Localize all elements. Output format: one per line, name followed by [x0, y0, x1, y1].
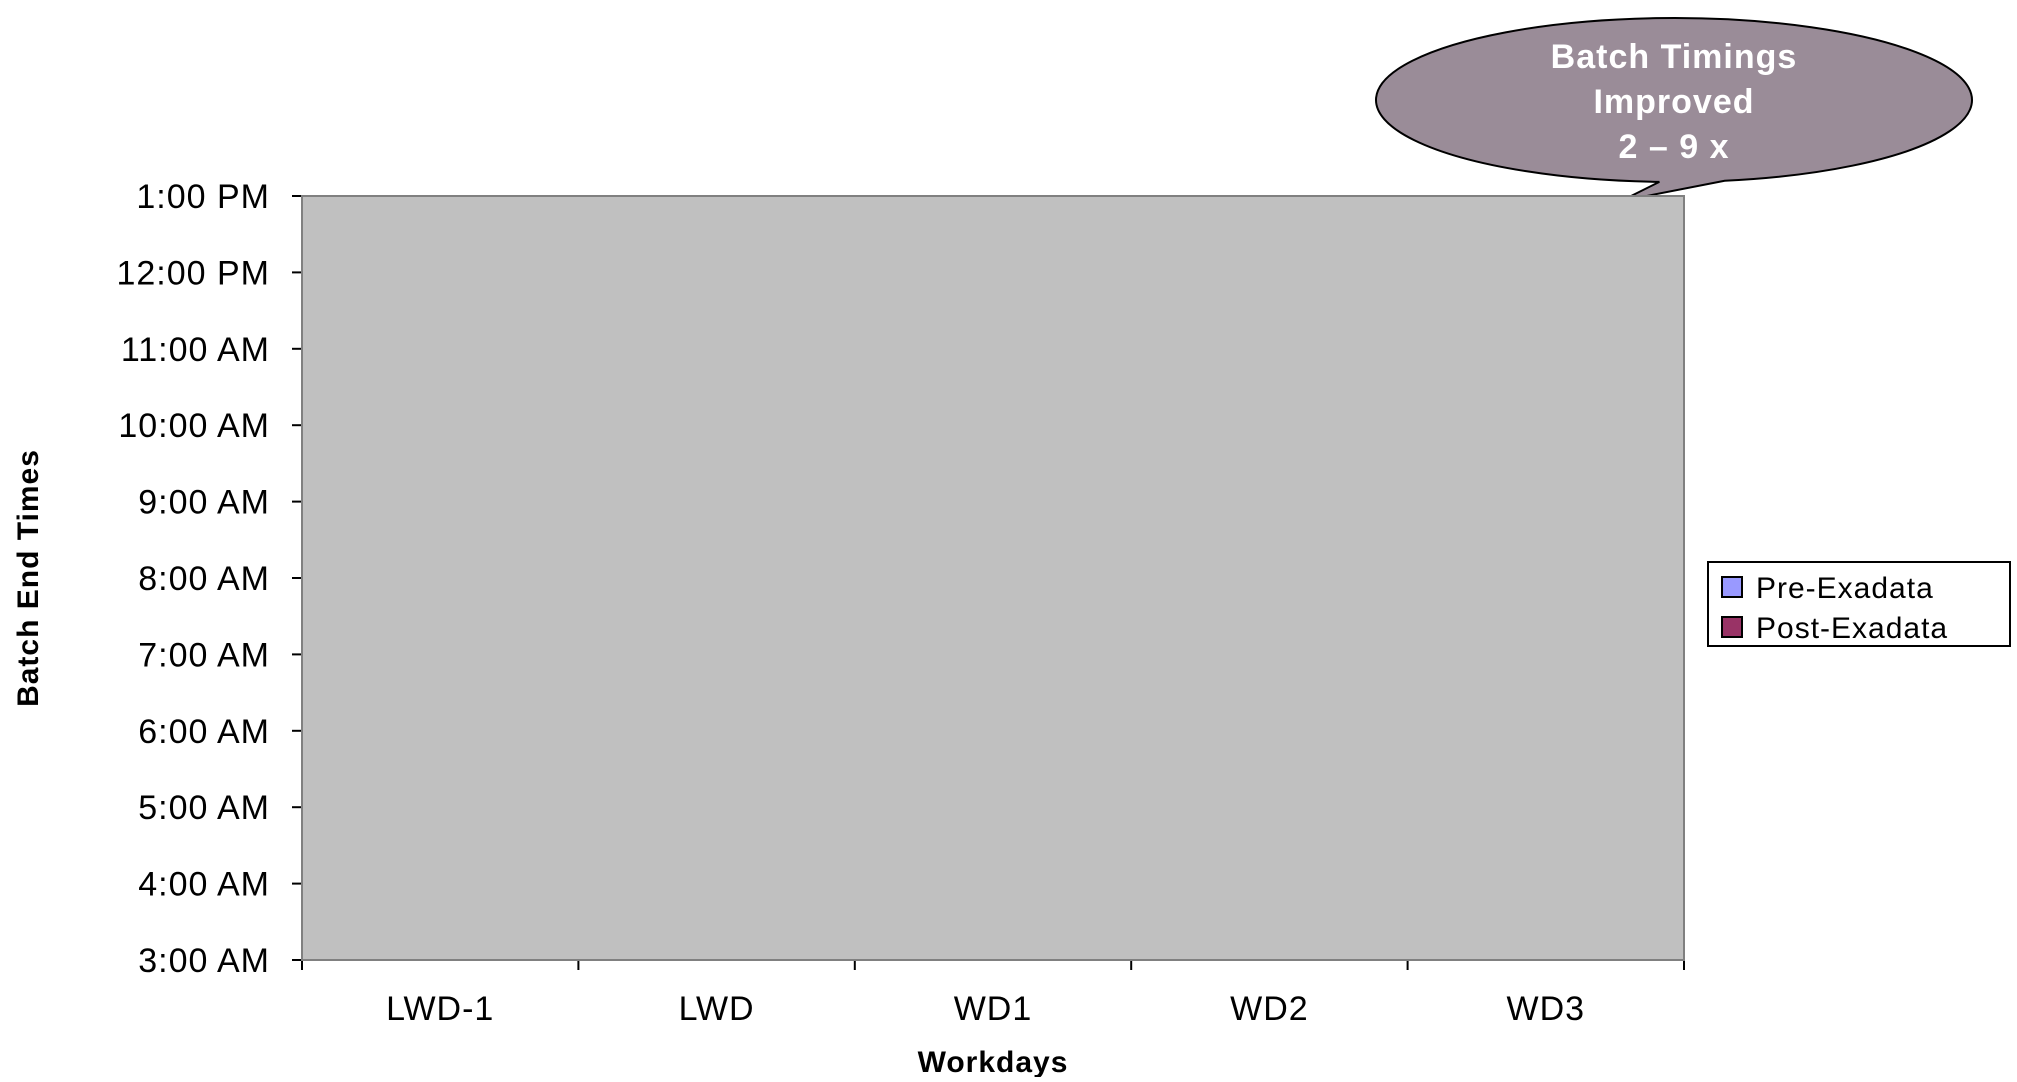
- x-tick-label: WD1: [954, 990, 1033, 1028]
- y-tick-label: 9:00 AM: [138, 484, 270, 522]
- x-tick-label: WD3: [1507, 990, 1586, 1028]
- y-tick-label: 7:00 AM: [138, 636, 270, 674]
- y-tick-label: 12:00 PM: [116, 254, 270, 292]
- legend-box: [1707, 561, 2011, 647]
- y-tick-label: 4:00 AM: [138, 866, 270, 904]
- y-tick-label: 1:00 PM: [136, 178, 270, 216]
- y-tick-label: 11:00 AM: [121, 331, 270, 369]
- callout-bubble: [1375, 17, 1973, 202]
- y-axis-title: Batch End Times: [12, 449, 45, 707]
- y-tick-label: 8:00 AM: [138, 560, 270, 598]
- legend-label: Post-Exadata: [1756, 612, 1948, 645]
- legend-label: Pre-Exadata: [1756, 572, 1934, 605]
- x-axis-title: Workdays: [918, 1046, 1069, 1077]
- y-tick-label: 5:00 AM: [138, 789, 270, 827]
- y-tick-label: 10:00 AM: [118, 407, 270, 445]
- legend-entries: Pre-Exadata Post-Exadata: [1721, 572, 1948, 645]
- plot-background: [301, 195, 1685, 961]
- callout-text-line: 2 – 9 x: [1619, 128, 1730, 166]
- callout-text-line: Improved: [1593, 83, 1754, 121]
- x-tick-label: LWD-1: [386, 990, 494, 1028]
- x-tick-labels: LWD-1 LWD WD1 WD2 WD3: [386, 990, 1586, 1028]
- y-tick-labels: 3:00 AM 4:00 AM 5:00 AM 6:00 AM 7:00 AM 8:00 …: [116, 178, 270, 980]
- x-tick-label: LWD: [679, 990, 755, 1028]
- y-tick-label: 6:00 AM: [138, 713, 270, 751]
- callout-text-line: Batch Timings: [1551, 38, 1798, 76]
- legend-swatch: [1721, 576, 1743, 598]
- y-tick-label: 3:00 AM: [138, 942, 270, 980]
- legend-swatch: [1721, 616, 1743, 638]
- x-tick-label: WD2: [1230, 990, 1309, 1028]
- callout-annotation: Batch Timings Improved 2 – 9 x: [1375, 17, 1973, 202]
- legend: Pre-Exadata Post-Exadata: [1707, 561, 2011, 647]
